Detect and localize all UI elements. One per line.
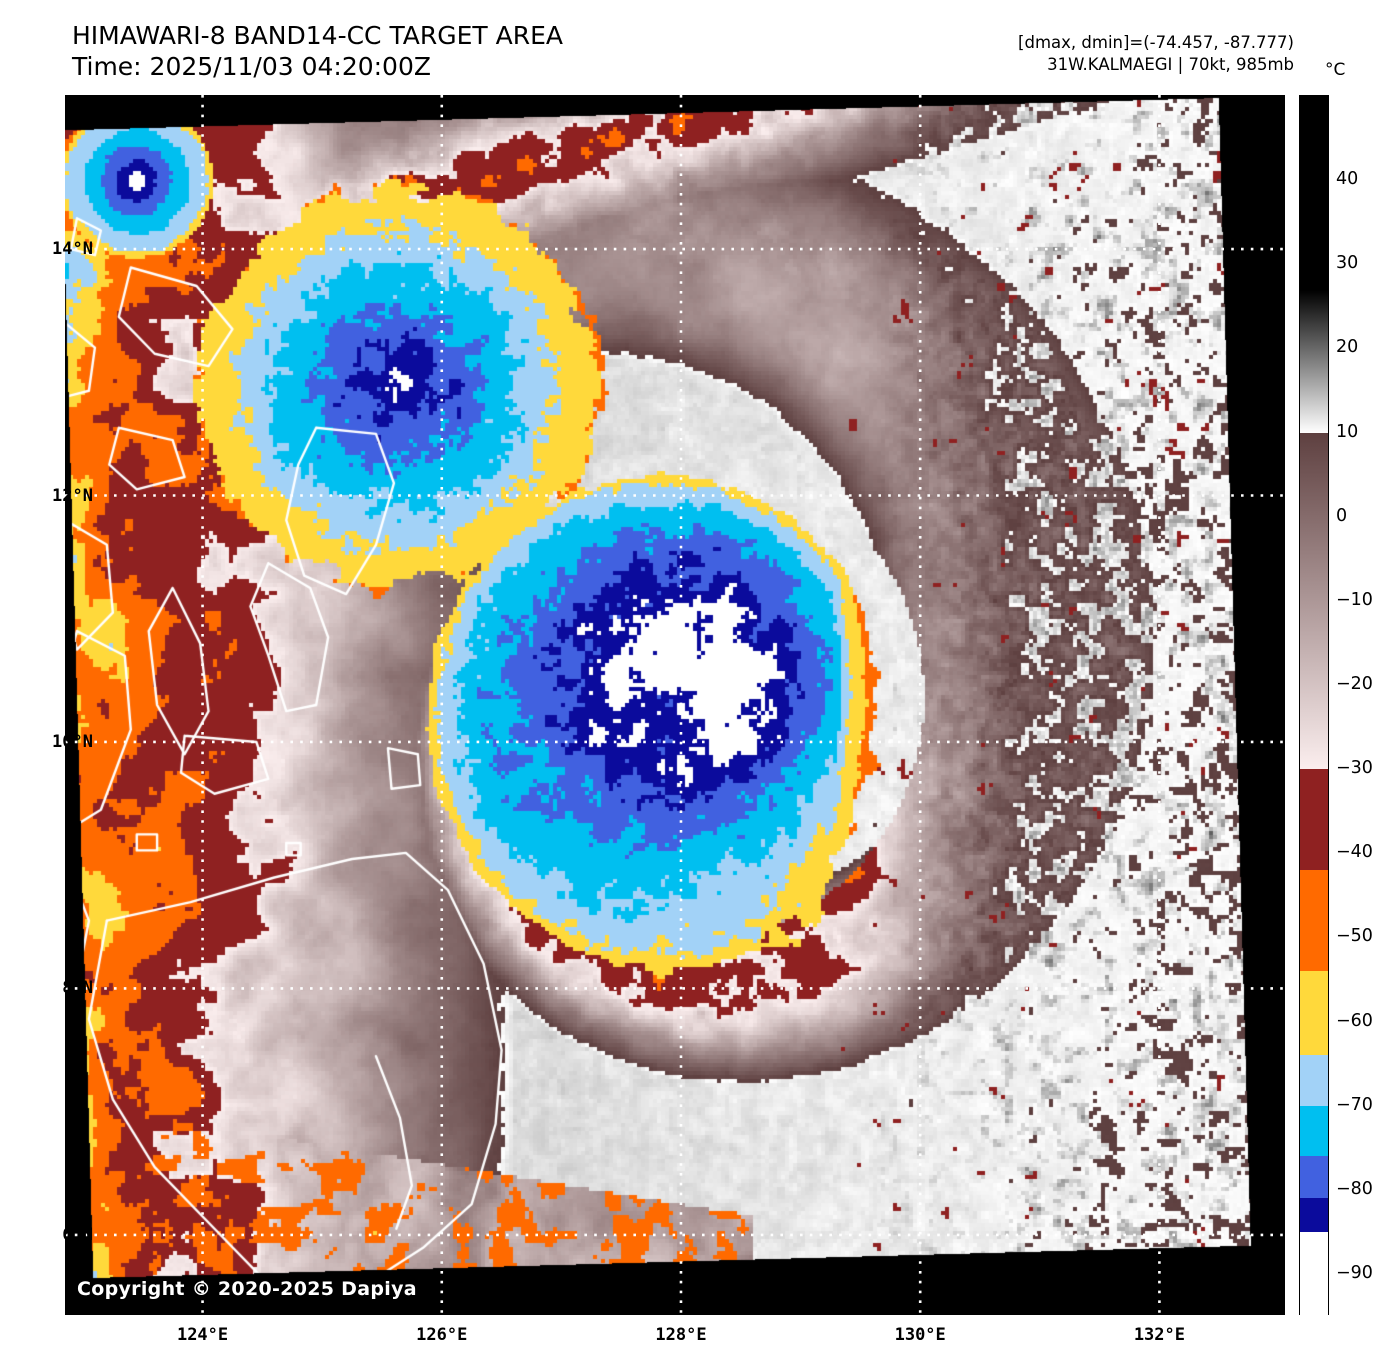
lon-tick-124: 124°E (176, 1325, 229, 1345)
colorbar (1299, 95, 1329, 1316)
lat-tick-8: 8°N (62, 978, 93, 999)
colorbar-band-light-blue (1300, 1055, 1328, 1106)
colorbar-band-navy (1300, 1198, 1328, 1232)
colorbar-band-black-hot (1300, 96, 1328, 290)
lat-tick-14: 14°N (52, 239, 93, 260)
colorbar-band-mauve-ramp (1300, 432, 1328, 770)
lat-tick-6: 6°N (62, 1224, 93, 1245)
satellite-plot: Copyright © 2020-2025 Dapiya (65, 95, 1285, 1315)
page-title: HIMAWARI-8 BAND14-CC TARGET AREA Time: 2… (72, 20, 563, 82)
lon-tick-128: 128°E (655, 1325, 707, 1345)
title-timestamp: Time: 2025/11/03 04:20:00Z (72, 52, 431, 81)
colorbar-band-gray-ramp (1300, 289, 1328, 433)
title-product: HIMAWARI-8 BAND14-CC TARGET AREA (72, 21, 564, 50)
colorbar-tick-minus80: −80 (1336, 1178, 1373, 1199)
colorbar-tick-minus30: −30 (1336, 758, 1373, 779)
lon-tick-126: 126°E (416, 1325, 468, 1345)
metadata-block: [dmax, dmin]=(-74.457, -87.777) 31W.KALM… (1018, 32, 1294, 76)
colorbar-unit-label: °C (1325, 60, 1346, 80)
storm-info-readout: 31W.KALMAEGI | 70kt, 985mb (1047, 55, 1294, 74)
colorbar-tick-40: 40 (1336, 169, 1359, 190)
colorbar-tick-minus70: −70 (1336, 1094, 1373, 1115)
colorbar-band-dark-red (1300, 769, 1328, 871)
colorbar-band-orange (1300, 870, 1328, 972)
colorbar-gradient (1299, 95, 1329, 1316)
lon-tick-132: 132°E (1133, 1325, 1185, 1345)
lon-tick-130: 130°E (894, 1325, 946, 1345)
colorbar-band-royal-blue (1300, 1156, 1328, 1199)
colorbar-band-cyan (1300, 1105, 1328, 1157)
colorbar-tick-minus60: −60 (1336, 1010, 1373, 1031)
dmax-dmin-readout: [dmax, dmin]=(-74.457, -87.777) (1018, 33, 1294, 52)
colorbar-tick-10: 10 (1336, 421, 1359, 442)
colorbar-tick-30: 30 (1336, 253, 1359, 274)
colorbar-tick-minus40: −40 (1336, 842, 1373, 863)
lat-tick-10: 10°N (52, 731, 93, 752)
infrared-imagery-canvas (65, 95, 1285, 1315)
colorbar-tick-minus50: −50 (1336, 926, 1373, 947)
colorbar-tick-minus90: −90 (1336, 1262, 1373, 1283)
colorbar-tick-20: 20 (1336, 337, 1359, 358)
lat-tick-12: 12°N (52, 485, 93, 506)
colorbar-tick-minus10: −10 (1336, 589, 1373, 610)
colorbar-tick-0: 0 (1336, 505, 1348, 526)
colorbar-band-white-coldest (1300, 1231, 1328, 1316)
colorbar-tick-minus20: −20 (1336, 673, 1373, 694)
colorbar-band-yellow (1300, 971, 1328, 1056)
copyright-label: Copyright © 2020-2025 Dapiya (77, 1278, 417, 1300)
